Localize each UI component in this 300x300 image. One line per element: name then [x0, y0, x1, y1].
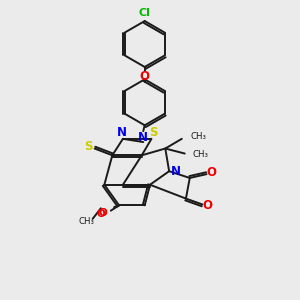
- Text: CH₃: CH₃: [78, 217, 94, 226]
- Text: S: S: [150, 125, 158, 139]
- Text: Cl: Cl: [139, 8, 151, 18]
- Text: N: N: [171, 165, 181, 178]
- Text: O: O: [140, 70, 150, 83]
- Text: S: S: [85, 140, 93, 153]
- Text: O: O: [203, 199, 213, 212]
- Text: N: N: [138, 130, 148, 143]
- Text: CH₃: CH₃: [190, 132, 206, 141]
- Text: CH₃: CH₃: [193, 150, 209, 159]
- Text: N: N: [116, 125, 126, 139]
- Text: O: O: [207, 167, 217, 179]
- Text: O: O: [97, 208, 105, 219]
- Text: O: O: [99, 208, 108, 218]
